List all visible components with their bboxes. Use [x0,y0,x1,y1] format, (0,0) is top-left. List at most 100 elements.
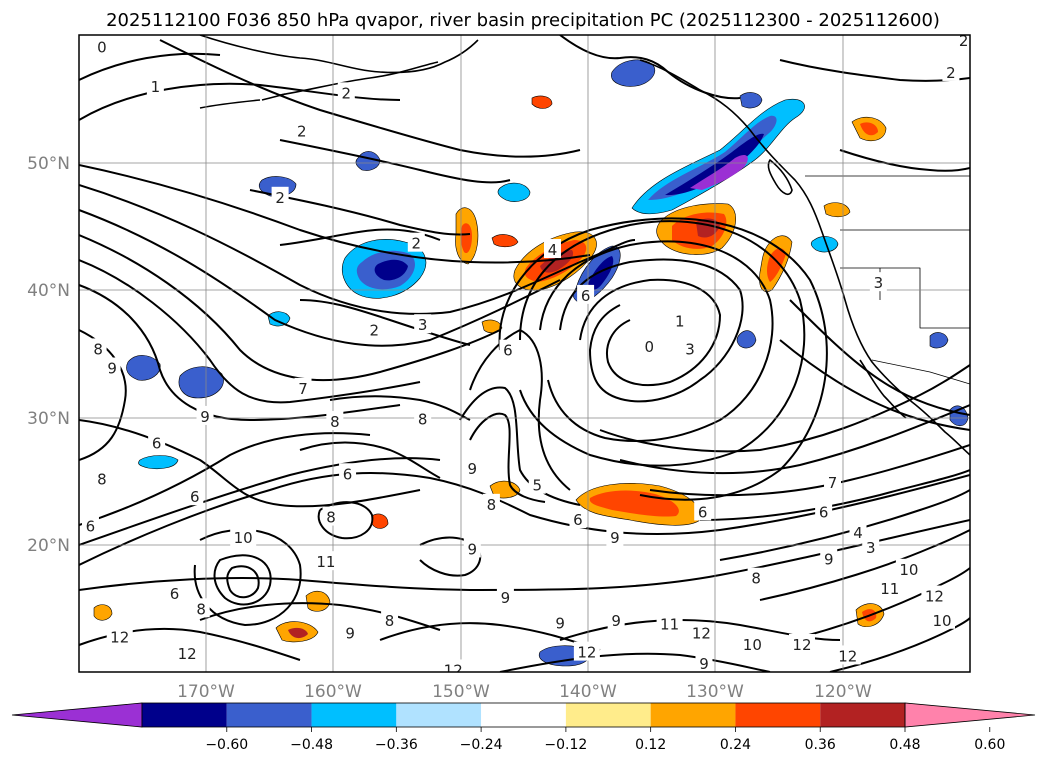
contour-label: 6 [503,342,513,360]
contour-label-bg [81,515,99,535]
contour-label: 4 [853,524,863,542]
contour-label-bg [322,506,340,526]
contour-label-bg [876,577,903,597]
contour-line [599,364,970,453]
colorbar-tick-label: −0.60 [205,737,248,753]
lat-tick-label: 30°N [27,409,70,429]
contour-label-bg [528,474,546,494]
contour-label-bg [106,626,133,646]
contour-label: 12 [838,647,857,665]
contour-label-bg [834,645,861,665]
precip-patch-46n-125w [823,202,851,218]
contour-label: 8 [196,600,206,618]
colorbar-tick-label: −0.12 [544,737,587,753]
contour-label-bg [294,377,312,397]
contour-line [539,240,774,442]
colorbar: −0.60 −0.48 −0.36 −0.24 −0.12 0.12 0.24 0.36 0.4… [11,702,1036,753]
contour-label-bg [869,272,887,292]
contour-label: 10 [899,561,918,579]
contour-label-bg [640,335,658,355]
precip-patch-20n-160w [371,513,389,529]
contour-label-bg [824,472,842,492]
contour-label: 2 [275,189,285,207]
contour-label-bg [695,653,713,672]
precip-patch-gulf-alaska-56n [611,59,656,87]
contour-label: 9 [555,614,565,632]
contour-label: 2 [370,321,380,339]
precip-patch-48n-150w [497,182,531,202]
colorbar-extend-max [904,702,1036,728]
contour-label: 8 [326,509,336,527]
colorbar-ticks: −0.60 −0.48 −0.36 −0.24 −0.12 0.12 0.24 0.36 0.4… [205,727,1005,753]
colorbar-outline [141,702,906,728]
contour-label-bg [463,458,481,478]
contour-label-bg [607,609,625,629]
colorbar-tick-label: −0.24 [460,737,503,753]
colorbar-tick-label: 0.48 [889,737,920,753]
precip-patch-west-35n [126,355,161,381]
contour-line [199,602,441,631]
contour-line [79,82,401,121]
contour-label-bg [681,338,699,358]
contour-label: 1 [675,312,685,330]
contour-line [279,139,511,184]
colorbar-tick-label: 0.24 [720,737,751,753]
contour-label-bg [573,641,600,661]
precip-patch-38n-160w [267,311,291,327]
precip-patch-39n-140w-core [588,256,614,290]
contour-label: 6 [170,585,180,603]
contour-label-bg [89,338,107,358]
contour-line [759,529,970,601]
contour-label-bg [955,35,970,50]
contour-label-bg [337,82,355,102]
contour-label: 0 [97,38,107,56]
contour-label: 10 [932,612,951,630]
contour-label: 9 [345,625,355,643]
contour-label-bg [496,586,514,606]
colorbar-swatch [481,703,566,727]
contour-line [839,149,970,172]
contour-label: 12 [178,645,197,663]
coastline-alaska [199,35,479,74]
map-background [79,35,970,672]
contour-label: 10 [743,636,762,654]
contour-label-bg [414,408,432,428]
contour-line [779,339,970,431]
contour-label-bg [326,411,344,431]
contour-label-bg [381,609,399,629]
contour-label: 3 [866,539,876,557]
coastline-vancouver-island [767,159,793,196]
contour-label-bg [148,432,166,452]
contour-label: 12 [925,588,944,606]
colorbar-swatch [565,703,651,727]
precip-patch-34n-118w [736,330,757,349]
contour-label-bg [103,357,121,377]
contour-label: 9 [468,460,478,478]
contour-label-bg [482,493,500,513]
contour-label-bg [942,61,960,81]
contour-label-bg [186,486,204,506]
contour-label: 9 [610,529,620,547]
lat-tick-label: 50°N [27,154,70,174]
contour-label: 12 [692,625,711,643]
contour-line [299,299,471,346]
contour-label: 9 [501,589,511,607]
contour-label: 11 [880,580,899,598]
colorbar-swatch [650,703,736,727]
contour-line [226,565,260,599]
precip-patch-14n-175w [93,604,113,621]
contour-line [317,501,374,540]
contour-label: 8 [751,570,761,588]
lon-tick-label: 120°W [814,682,872,702]
contour-label-bg [192,598,210,618]
contour-label: 6 [581,287,591,305]
contour-label-bg [656,613,683,633]
colorbar-swatch [735,703,821,727]
contour-label: 8 [487,496,497,514]
precip-patch-alaska-panhandle-min [690,154,748,190]
lat-axis: 20°N 30°N 40°N 50°N [27,154,70,556]
contour-line [789,299,970,416]
colorbar-swatch [311,703,397,727]
contour-label: 8 [330,413,340,431]
